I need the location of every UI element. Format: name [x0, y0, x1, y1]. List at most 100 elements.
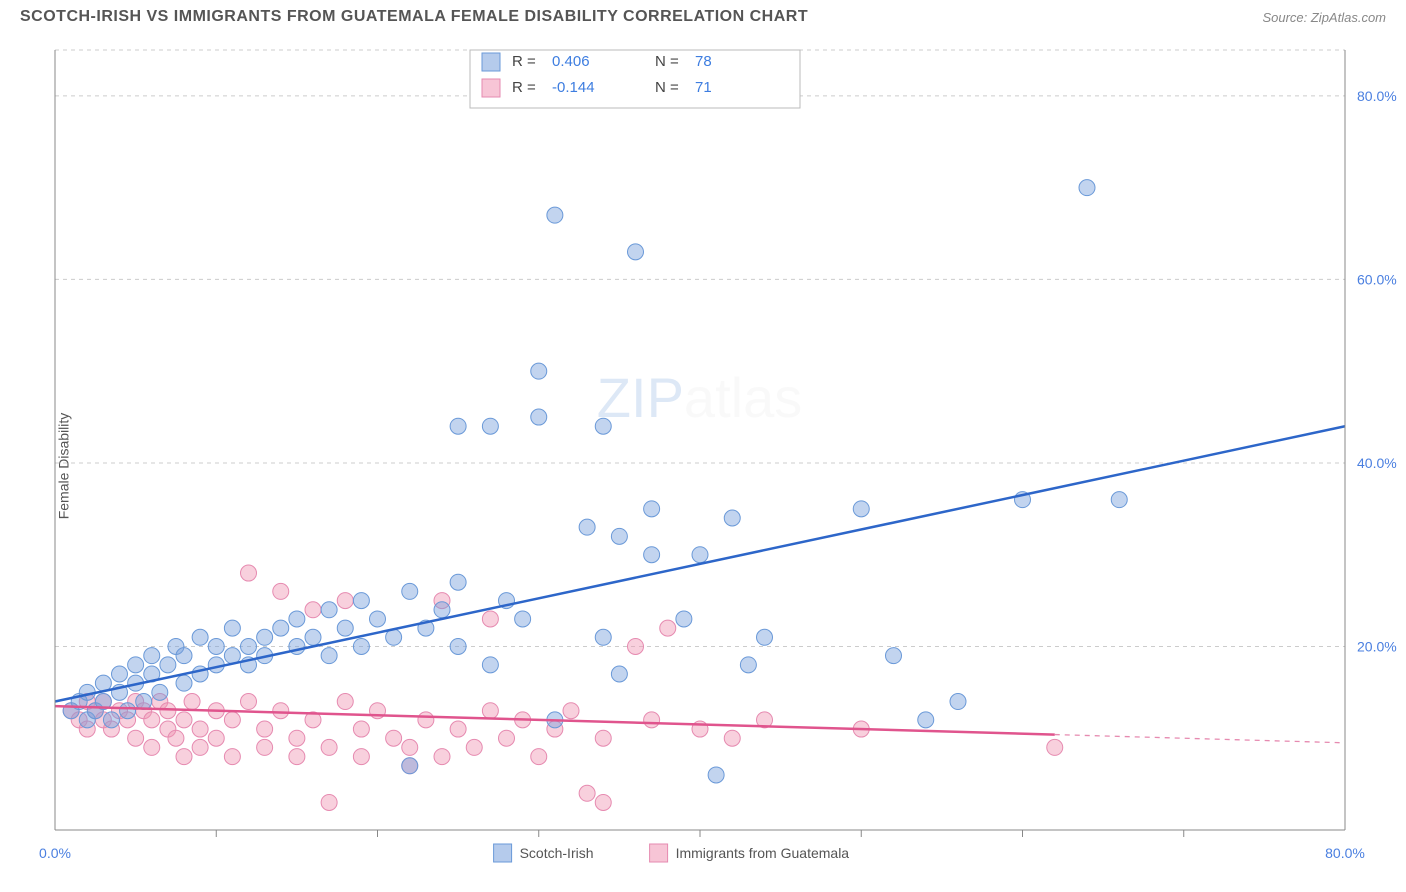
data-point — [950, 694, 966, 710]
data-point — [482, 703, 498, 719]
data-point — [515, 611, 531, 627]
data-point — [224, 620, 240, 636]
data-point — [136, 694, 152, 710]
data-point — [724, 730, 740, 746]
data-point — [886, 648, 902, 664]
data-point — [418, 712, 434, 728]
data-point — [644, 712, 660, 728]
data-point — [208, 638, 224, 654]
x-tick-label: 0.0% — [39, 845, 71, 861]
data-point — [499, 730, 515, 746]
data-point — [402, 758, 418, 774]
y-tick-label: 80.0% — [1357, 88, 1397, 104]
data-point — [144, 648, 160, 664]
data-point — [176, 648, 192, 664]
data-point — [353, 749, 369, 765]
data-point — [547, 207, 563, 223]
stats-r-label: R = — [512, 53, 536, 70]
data-point — [176, 749, 192, 765]
x-tick-label: 80.0% — [1325, 845, 1365, 861]
data-point — [918, 712, 934, 728]
data-point — [692, 547, 708, 563]
data-point — [241, 565, 257, 581]
data-point — [1079, 180, 1095, 196]
data-point — [563, 703, 579, 719]
data-point — [482, 657, 498, 673]
data-point — [708, 767, 724, 783]
data-point — [224, 712, 240, 728]
y-axis-label: Female Disability — [55, 413, 71, 520]
stats-swatch — [482, 79, 500, 97]
data-point — [531, 363, 547, 379]
trend-line-pink-dashed — [1055, 735, 1345, 743]
data-point — [321, 794, 337, 810]
data-point — [192, 721, 208, 737]
data-point — [257, 739, 273, 755]
legend-label: Immigrants from Guatemala — [676, 845, 850, 861]
data-point — [168, 730, 184, 746]
chart-title: SCOTCH-IRISH VS IMMIGRANTS FROM GUATEMAL… — [20, 8, 808, 26]
data-point — [353, 721, 369, 737]
legend-swatch — [650, 844, 668, 862]
data-point — [595, 629, 611, 645]
data-point — [152, 684, 168, 700]
data-point — [676, 611, 692, 627]
data-point — [337, 593, 353, 609]
data-point — [128, 657, 144, 673]
data-point — [450, 721, 466, 737]
watermark: ZIPatlas — [597, 366, 802, 429]
data-point — [853, 501, 869, 517]
data-point — [321, 648, 337, 664]
data-point — [402, 739, 418, 755]
data-point — [208, 730, 224, 746]
source-label: Source: ZipAtlas.com — [1262, 10, 1386, 25]
data-point — [184, 694, 200, 710]
scatter-chart: ZIPatlas0.0%80.0%20.0%40.0%60.0%80.0%R =… — [0, 40, 1406, 892]
data-point — [273, 583, 289, 599]
stats-r-value: 0.406 — [552, 53, 590, 70]
data-point — [241, 638, 257, 654]
y-tick-label: 20.0% — [1357, 638, 1397, 654]
data-point — [644, 547, 660, 563]
stats-n-label: N = — [655, 53, 679, 70]
legend-swatch — [494, 844, 512, 862]
data-point — [628, 244, 644, 260]
data-point — [757, 629, 773, 645]
y-tick-label: 60.0% — [1357, 271, 1397, 287]
data-point — [224, 749, 240, 765]
legend-label: Scotch-Irish — [520, 845, 594, 861]
data-point — [289, 611, 305, 627]
stats-r-value: -0.144 — [552, 79, 595, 96]
data-point — [628, 638, 644, 654]
data-point — [273, 620, 289, 636]
data-point — [305, 602, 321, 618]
data-point — [740, 657, 756, 673]
data-point — [144, 712, 160, 728]
data-point — [611, 528, 627, 544]
data-point — [450, 418, 466, 434]
data-point — [257, 629, 273, 645]
data-point — [579, 785, 595, 801]
data-point — [353, 638, 369, 654]
data-point — [531, 749, 547, 765]
stats-n-value: 78 — [695, 53, 712, 70]
data-point — [120, 703, 136, 719]
stats-n-label: N = — [655, 79, 679, 96]
stats-n-value: 71 — [695, 79, 712, 96]
data-point — [370, 611, 386, 627]
data-point — [579, 519, 595, 535]
data-point — [595, 794, 611, 810]
data-point — [434, 602, 450, 618]
data-point — [128, 730, 144, 746]
data-point — [482, 611, 498, 627]
data-point — [273, 703, 289, 719]
data-point — [321, 739, 337, 755]
data-point — [386, 730, 402, 746]
data-point — [321, 602, 337, 618]
trend-line-blue — [55, 426, 1345, 701]
data-point — [1111, 492, 1127, 508]
stats-r-label: R = — [512, 79, 536, 96]
data-point — [466, 739, 482, 755]
data-point — [103, 712, 119, 728]
data-point — [595, 730, 611, 746]
